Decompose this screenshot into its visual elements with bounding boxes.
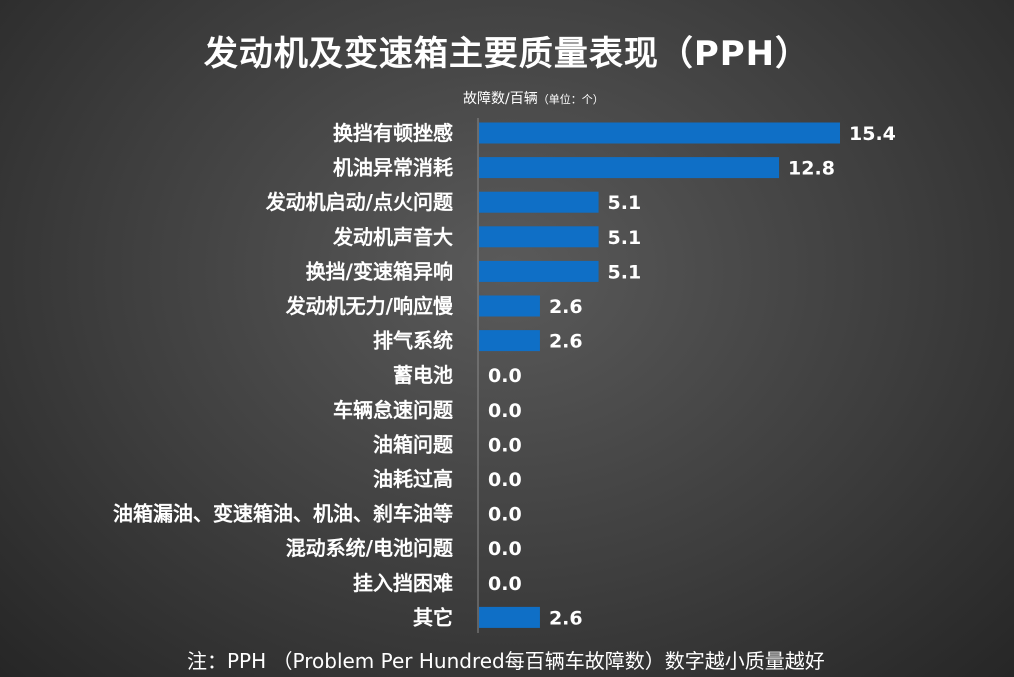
- value-label: 0.0: [488, 504, 522, 526]
- value-label: 0.0: [488, 434, 522, 456]
- value-label: 0.0: [488, 365, 522, 387]
- category-label: 蓄电池: [393, 363, 453, 387]
- value-label: 2.6: [549, 331, 583, 353]
- category-label: 挂入挡困难: [353, 571, 453, 595]
- bar: [479, 295, 540, 317]
- unit-main: 故障数/百辆: [463, 91, 538, 107]
- bar: [479, 260, 599, 282]
- bars-layer: 换挡有顿挫感 15.4 机油异常消耗 12.8 发动机启动/点火问题 5.1 发动机声音大 5…: [113, 121, 896, 629]
- bar: [479, 330, 540, 352]
- bar: [479, 226, 599, 248]
- value-label: 2.6: [549, 607, 583, 629]
- category-label: 油箱漏油、变速箱油、机油、刹车油等: [113, 502, 453, 526]
- category-label: 机油异常消耗: [333, 156, 453, 180]
- category-label: 发动机无力/响应慢: [285, 294, 454, 318]
- footnote: 注：PPH （Problem Per Hundred每百辆车故障数）数字越小质量…: [187, 649, 825, 673]
- category-label: 车辆怠速问题: [333, 398, 454, 422]
- value-label: 0.0: [488, 400, 522, 422]
- category-label: 发动机声音大: [332, 225, 453, 249]
- category-label: 排气系统: [373, 329, 453, 353]
- value-label: 5.1: [608, 227, 642, 249]
- bar: [479, 122, 840, 144]
- value-label: 5.1: [608, 192, 642, 214]
- category-label: 油箱问题: [373, 432, 454, 456]
- bar: [479, 606, 540, 628]
- bar: [479, 191, 599, 213]
- unit-detail: （单位：个）: [537, 93, 604, 106]
- category-label: 发动机启动/点火问题: [265, 190, 454, 214]
- category-label: 换挡/变速箱异响: [306, 259, 453, 283]
- value-label: 0.0: [488, 573, 522, 595]
- category-label: 其它: [413, 605, 453, 629]
- value-label: 0.0: [488, 538, 522, 560]
- bar: [479, 157, 780, 179]
- category-label: 油耗过高: [373, 467, 453, 491]
- category-label: 换挡有顿挫感: [333, 121, 453, 145]
- category-label: 混动系统/电池问题: [286, 536, 454, 560]
- value-label: 5.1: [608, 261, 642, 283]
- value-label: 12.8: [788, 158, 835, 180]
- value-label: 2.6: [549, 296, 583, 318]
- value-label: 15.4: [849, 123, 896, 145]
- unit-label: 故障数/百辆（单位：个）: [463, 88, 604, 108]
- value-label: 0.0: [488, 469, 522, 491]
- chart-title: 发动机及变速箱主要质量表现（PPH）: [203, 34, 811, 74]
